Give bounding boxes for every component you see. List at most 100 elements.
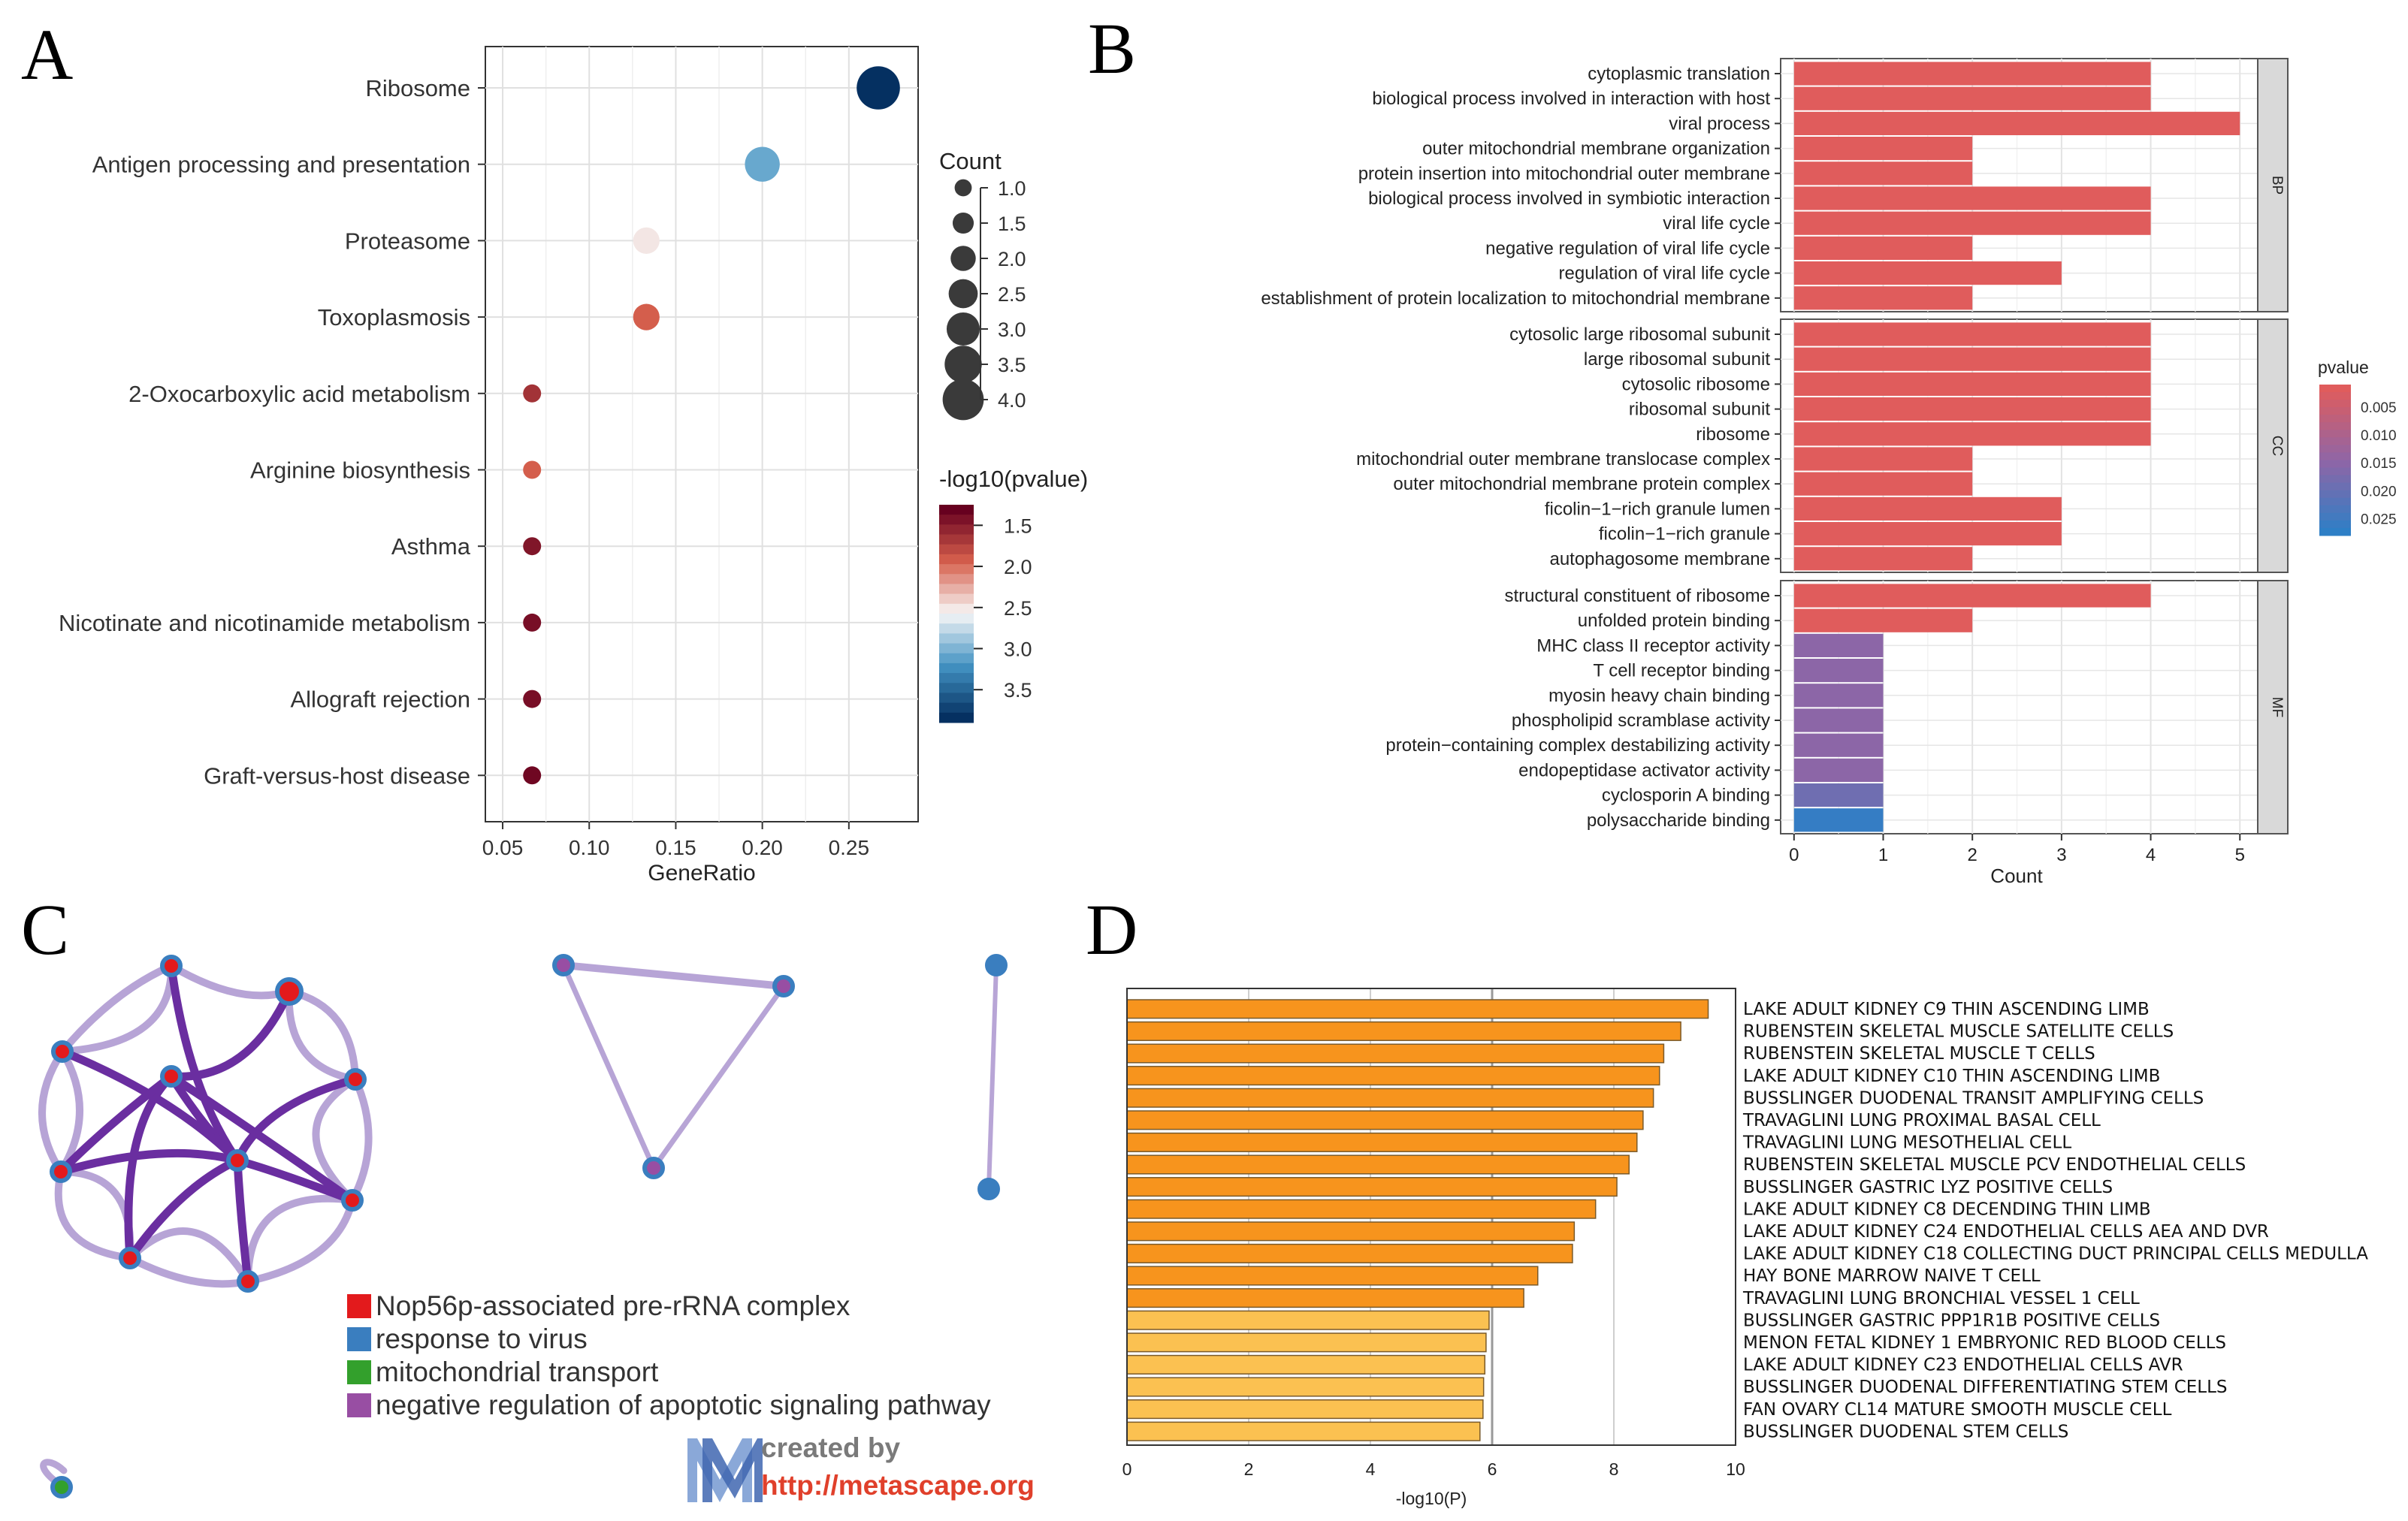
bar [1793, 633, 1884, 657]
color-legend-step [939, 623, 974, 634]
bar [1126, 1110, 1644, 1130]
color-legend-step [939, 693, 974, 704]
bar [1793, 347, 2151, 371]
bar [1793, 86, 2151, 110]
data-point [523, 460, 542, 479]
category-label: LAKE ADULT KIDNEY C18 COLLECTING DUCT PR… [1743, 1245, 2368, 1264]
size-legend-dot [952, 212, 974, 234]
color-legend-step [939, 593, 974, 605]
network-edge [286, 988, 359, 1083]
bar [1126, 1288, 1524, 1308]
bar [1793, 397, 2151, 421]
category-label: BUSSLINGER GASTRIC PPP1R1B POSITIVE CELL… [1743, 1311, 2160, 1330]
x-tick-label: 2 [1244, 1459, 1254, 1479]
panel-a-color-legend: 1.5 2.0 2.5 3.0 3.5 [939, 505, 1032, 723]
x-tick-label: 0 [1789, 845, 1799, 865]
y-tick-label: protein insertion into mitochondrial out… [1358, 164, 1770, 184]
panel-a-x-axis: 0.05 0.10 0.15 0.20 0.25 [482, 822, 869, 859]
panel-d-x-axis-label: -log10(P) [1396, 1489, 1467, 1508]
panel-b-x-axis: 0 1 2 3 4 5 [1789, 834, 2245, 865]
y-tick-label: biological process involved in symbiotic… [1368, 189, 1770, 209]
category-label: TRAVAGLINI LUNG MESOTHELIAL CELL [1742, 1133, 2071, 1153]
category-label: RUBENSTEIN SKELETAL MUSCLE T CELLS [1743, 1044, 2095, 1064]
data-point [745, 146, 780, 182]
y-tick-label: protein−containing complex destabilizing… [1385, 735, 1770, 756]
panel-d-x-axis: 0 2 4 6 8 10 [1122, 1459, 1745, 1479]
network-edge [244, 1194, 356, 1285]
panel-label-d: D [1086, 889, 1138, 970]
bar [1793, 808, 1884, 832]
category-label: MENON FETAL KIDNEY 1 EMBRYONIC RED BLOOD… [1743, 1333, 2226, 1353]
network-node [226, 1149, 249, 1172]
network-edge [233, 1075, 360, 1165]
category-label: LAKE ADULT KIDNEY C8 DECENDING THIN LIMB [1743, 1200, 2151, 1219]
category-label: LAKE ADULT KIDNEY C23 ENDOTHELIAL CELLS … [1743, 1356, 2183, 1375]
bar [1126, 1177, 1618, 1197]
color-legend-label: 3.0 [1004, 638, 1032, 661]
size-legend-dot [946, 312, 980, 346]
category-label: RUBENSTEIN SKELETAL MUSCLE SATELLITE CEL… [1743, 1022, 2174, 1042]
bar [1126, 1043, 1665, 1064]
color-legend-step [2319, 520, 2351, 529]
y-tick-label: cyclosporin A binding [1602, 786, 1770, 806]
panel-label-a: A [21, 14, 73, 95]
network-edge [244, 1197, 356, 1285]
y-tick-label: viral life cycle [1663, 213, 1770, 234]
y-tick-label: regulation of viral life cycle [1559, 264, 1770, 284]
color-legend-step [939, 524, 974, 536]
panel-a-size-legend-title: Count [939, 148, 1002, 174]
color-legend-label: 0.010 [2361, 428, 2397, 444]
color-legend-step [939, 554, 974, 565]
y-tick-label: structural constituent of ribosome [1505, 586, 1771, 606]
y-tick-label: autophagosome membrane [1549, 549, 1770, 569]
category-label: HAY BONE MARROW NAIVE T CELL [1743, 1266, 2041, 1286]
panel-d-bars [1126, 999, 1709, 1441]
category-label: LAKE ADULT KIDNEY C9 THIN ASCENDING LIMB [1743, 1000, 2150, 1019]
y-tick-label: Antigen processing and presentation [92, 152, 470, 178]
color-legend-label: 0.015 [2361, 456, 2397, 472]
bar [1793, 783, 1884, 807]
y-tick-label: MHC class II receptor activity [1536, 635, 1770, 656]
network-edge [651, 983, 787, 1171]
legend-swatch [347, 1393, 371, 1417]
color-legend-step [939, 515, 974, 525]
y-tick-label: Nicotinate and nicotinamide metabolism [59, 610, 470, 636]
color-legend-label: 0.005 [2361, 400, 2397, 416]
panel-d-plot-frame [1126, 988, 1736, 1446]
panel-b-facets: cytoplasmic translation biological proces… [1261, 58, 2289, 834]
x-tick-label: 0.20 [742, 836, 783, 859]
panel-b-x-axis-label: Count [1990, 865, 2043, 887]
bar [1126, 1154, 1630, 1175]
color-legend-step [2319, 392, 2351, 400]
network-node [275, 977, 304, 1006]
network-edge [59, 962, 175, 1055]
network-node [160, 1065, 183, 1088]
color-legend-step [939, 505, 974, 515]
bar [1793, 286, 1973, 310]
data-point [523, 690, 542, 708]
bar [1793, 608, 1973, 632]
size-legend-label: 2.0 [998, 248, 1026, 270]
color-legend-step [939, 564, 974, 575]
bar [1126, 1354, 1486, 1375]
network-edge [285, 988, 359, 1083]
y-tick-label: viral process [1669, 113, 1770, 134]
y-tick-label: Ribosome [365, 75, 470, 101]
network-edge [56, 1072, 176, 1176]
facet-strip-label: MF [2269, 697, 2285, 717]
y-tick-label: ficolin−1−rich granule [1599, 524, 1770, 545]
network-node [51, 1040, 74, 1063]
size-legend-dot [948, 279, 978, 309]
x-tick-label: 0.05 [482, 836, 524, 859]
panel-a-points [523, 66, 900, 785]
y-tick-label: biological process involved in interacti… [1372, 89, 1770, 109]
color-legend-step [2319, 422, 2351, 430]
bar [1793, 111, 2240, 135]
network-nodes [50, 954, 1008, 1498]
panel-a-size-legend: 1.0 1.5 2.0 2.5 3.0 3.5 4.0 [942, 177, 1026, 421]
x-tick-label: 3 [2056, 845, 2066, 865]
color-legend-step [939, 683, 974, 693]
bar [1126, 1221, 1576, 1242]
bar [1126, 1066, 1660, 1086]
panel-c-network: Nop56p-associated pre-rRNA complexrespon… [38, 954, 1035, 1502]
